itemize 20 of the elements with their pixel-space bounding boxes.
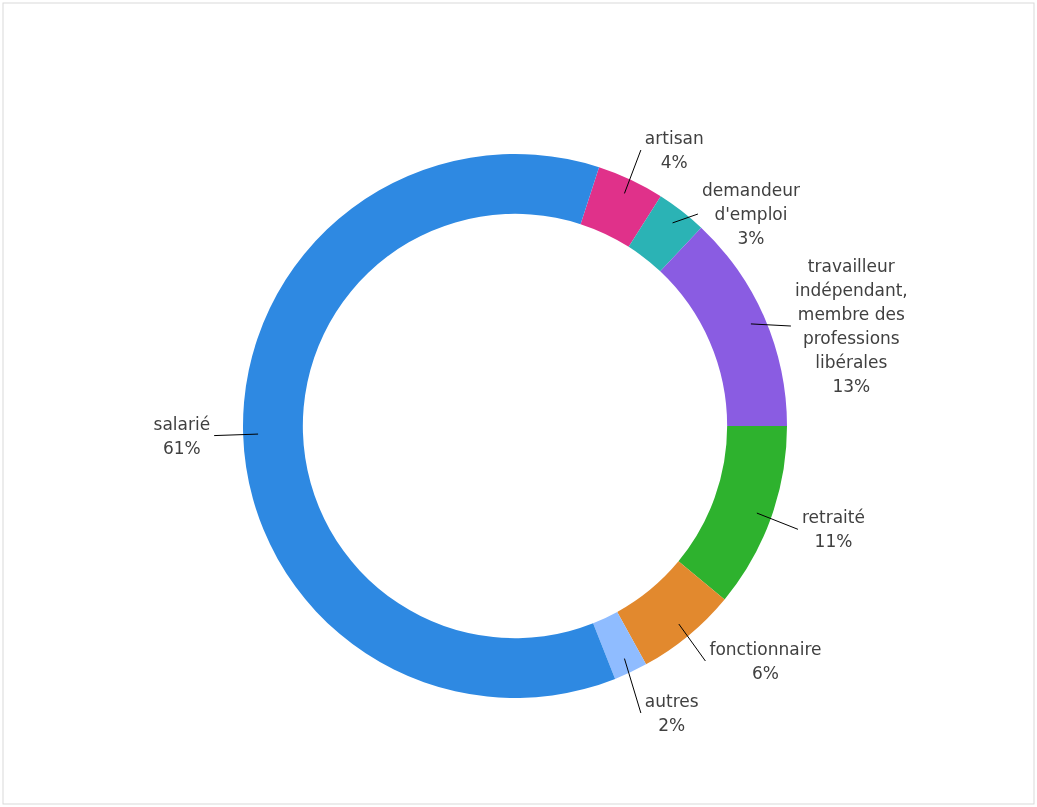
data-label: 6%	[751, 663, 779, 684]
donut-slice	[593, 611, 647, 679]
data-label: 61%	[162, 437, 201, 458]
slice-label: autres	[644, 691, 699, 712]
donut-slice	[678, 426, 787, 600]
slice-label: demandeur d'emploi	[701, 180, 800, 225]
slice-label: fonctionnaire	[709, 639, 822, 660]
slice-label: retraité	[801, 507, 865, 528]
slice-label: travailleur indépendant, membre des professions libérales	[794, 256, 908, 373]
data-label: 11%	[814, 531, 853, 552]
donut-slice	[660, 227, 787, 426]
slice-label: salarié	[153, 413, 211, 434]
data-label: 13%	[832, 376, 871, 397]
data-label: 2%	[658, 715, 686, 736]
donut-slice	[628, 196, 702, 272]
slice-label: artisan	[644, 128, 704, 149]
data-label: 4%	[660, 152, 688, 173]
donut-slice	[243, 154, 616, 698]
data-label: 3%	[737, 228, 765, 249]
donut-slice	[580, 167, 661, 247]
